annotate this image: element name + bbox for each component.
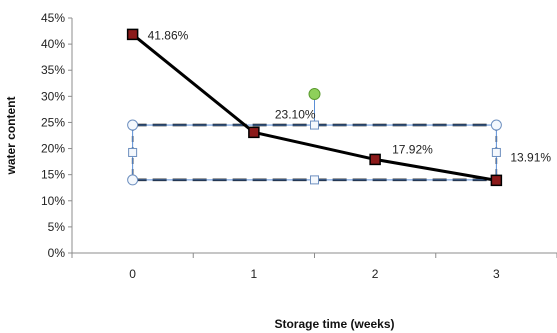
data-point-marker[interactable] (126, 28, 139, 41)
y-tick-label: 40% (41, 37, 65, 51)
corner-resize-handle[interactable] (490, 119, 502, 131)
y-tick-label: 5% (48, 220, 66, 234)
series-line (126, 28, 503, 187)
side-resize-handle[interactable] (491, 147, 501, 157)
side-resize-handle[interactable] (310, 120, 319, 130)
data-point-marker[interactable] (490, 174, 503, 187)
y-tick-label: 25% (41, 115, 65, 129)
data-label: 13.91% (510, 150, 551, 164)
rotation-handle[interactable] (308, 88, 321, 101)
side-resize-handle[interactable] (128, 147, 138, 157)
data-point-marker[interactable] (248, 126, 260, 139)
y-tick-label: 20% (41, 142, 65, 156)
x-tick-label: 2 (372, 267, 379, 281)
side-resize-handle[interactable] (310, 175, 319, 185)
series-line-path (131, 33, 497, 182)
y-tick-label: 10% (41, 194, 65, 208)
y-tick-label: 0% (48, 246, 66, 260)
corner-resize-handle[interactable] (127, 174, 139, 186)
x-tick-label: 3 (493, 267, 500, 281)
data-label: 23.10% (275, 107, 316, 121)
y-tick-label: 15% (41, 168, 65, 182)
data-labels: 41.86% 23.10% 17.92% 13.91% (148, 28, 552, 164)
x-tick-label: 0 (129, 267, 136, 281)
data-point-marker[interactable] (369, 153, 381, 166)
y-tick-label: 30% (41, 89, 65, 103)
data-label: 41.86% (148, 28, 189, 42)
y-axis: 0% 5% 10% 15% 20% 25% 30% 35% 40% 45% (41, 11, 73, 260)
y-tick-label: 35% (41, 63, 65, 77)
data-label: 17.92% (392, 142, 433, 156)
selection-rectangle[interactable] (127, 88, 502, 186)
x-axis: 0 1 2 3 (71, 252, 557, 281)
y-axis-title: water content (4, 96, 18, 175)
corner-resize-handle[interactable] (127, 119, 139, 131)
x-axis-title: Storage time (weeks) (274, 317, 394, 331)
y-tick-label: 45% (41, 11, 65, 25)
x-tick-label: 1 (251, 267, 258, 281)
